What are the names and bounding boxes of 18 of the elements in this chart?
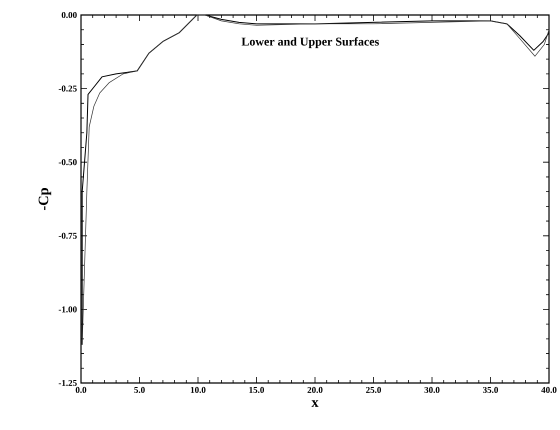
y-tick-label: 0.00	[62, 12, 77, 18]
x-tick-label: 25.0	[366, 386, 382, 394]
y-tick-label: -0.25	[58, 86, 77, 92]
x-axis-title: x	[311, 400, 319, 407]
y-tick-label: -1.25	[58, 380, 77, 386]
x-tick-label: 0.0	[76, 386, 86, 394]
y-tick-label: -0.50	[58, 159, 77, 166]
annotation: Lower and Upper Surfaces	[242, 37, 379, 48]
x-tick-label: 5.0	[134, 386, 145, 394]
x-tick-label: 10.0	[190, 386, 206, 394]
x-tick-label: 40.0	[541, 386, 557, 394]
x-tick-label: 20.0	[308, 386, 323, 394]
x-tick-label: 35.0	[483, 386, 498, 394]
y-tick-label: -1.00	[58, 306, 77, 312]
y-axis-title: -Cp	[38, 188, 52, 210]
x-tick-label: 15.0	[249, 386, 264, 394]
y-tick-label: -0.75	[58, 232, 77, 239]
x-tick-label: 30.0	[424, 386, 440, 394]
